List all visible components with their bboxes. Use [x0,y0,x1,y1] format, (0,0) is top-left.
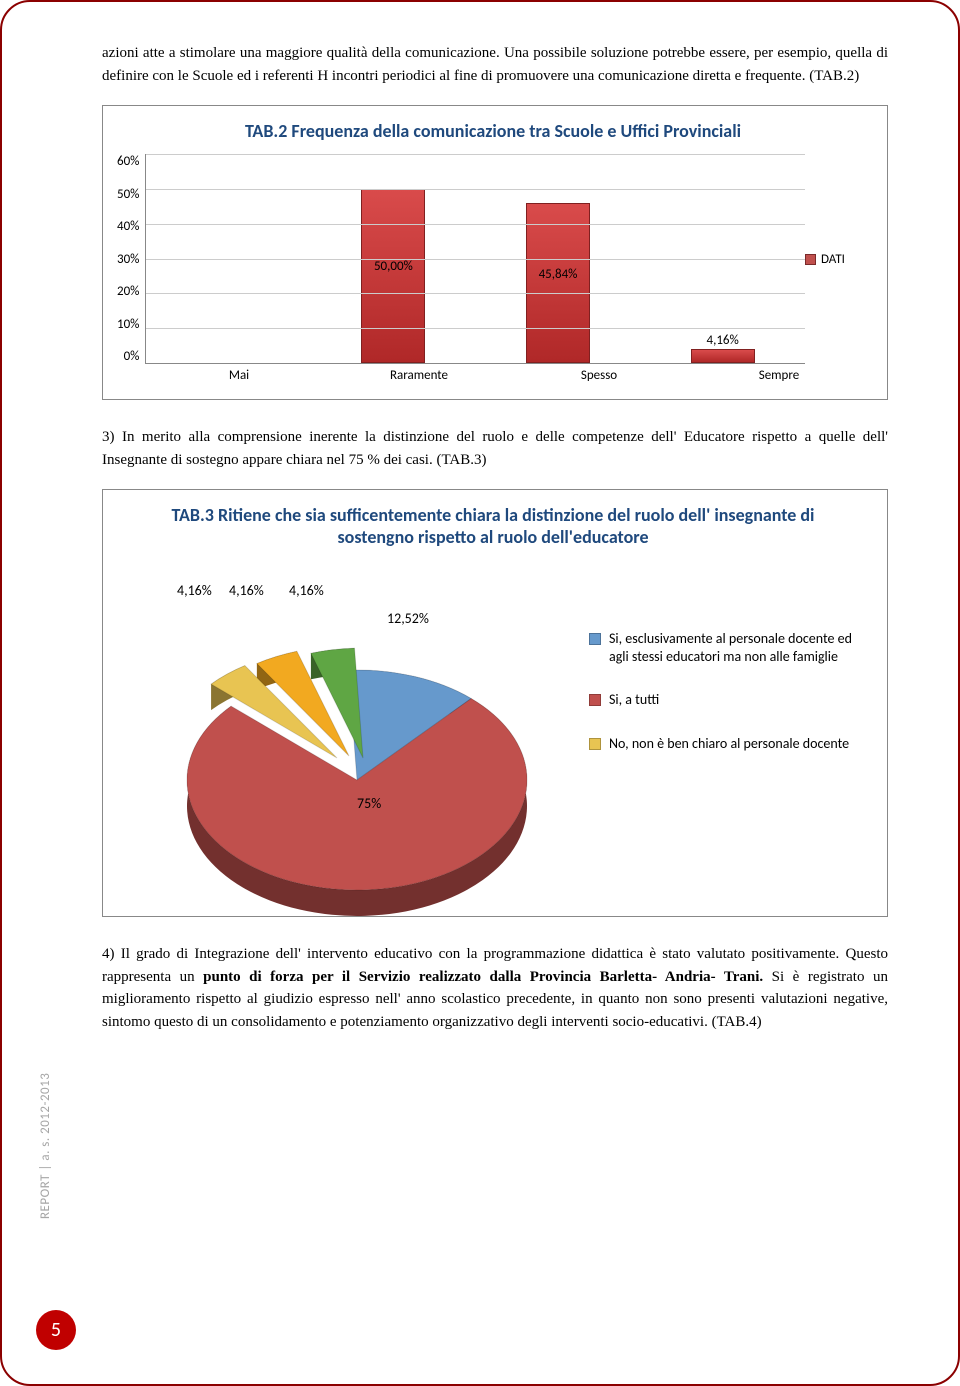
x-tick-label: Spesso [520,368,678,383]
bar-value-label: 45,84% [527,267,589,282]
x-tick-label: Raramente [340,368,498,383]
pie-legend-item: Si, esclusivamente al personale docente … [589,630,869,665]
bar-chart-y-axis: 60% 50% 40% 30% 20% 10% 0% [117,154,145,364]
bar-chart-plot: 50,00% 45,84% 4,16% [145,154,805,364]
bar: 45,84% [526,203,590,363]
bar: 50,00% [361,189,425,363]
sidebar-report-label: REPORT | a. s. 2012-2013 [38,1073,53,1219]
x-tick-label: Mai [160,368,318,383]
y-tick-label: 60% [117,154,139,169]
pie-chart-title: TAB.3 Ritiene che sia sufficentemente ch… [117,504,869,548]
bar-chart-title: TAB.2 Frequenza della comunicazione tra … [117,120,869,142]
pie-slice-label: 4,16% [177,582,212,599]
bar-chart-container: TAB.2 Frequenza della comunicazione tra … [102,105,888,400]
y-tick-label: 10% [117,317,139,332]
bar-chart-legend: DATI [805,154,869,364]
grid-line [146,189,805,190]
pie-slice-label: 12,52% [387,610,429,627]
grid-line [146,224,805,225]
grid-line [146,293,805,294]
intro-paragraph: azioni atte a stimolare una maggiore qua… [102,42,888,87]
x-tick-label: Sempre [700,368,858,383]
paragraph-4: 4) Il grado di Integrazione dell' interv… [102,943,888,1033]
pie-svg [157,600,597,940]
pie-chart-legend: Si, esclusivamente al personale docente … [589,560,869,900]
bar-chart-body: 60% 50% 40% 30% 20% 10% 0% 50,00% 45,84% 4,16% D… [117,154,869,364]
pie-legend-label: Si, esclusivamente al personale docente … [609,630,869,665]
paragraph-3: 3) In merito alla comprensione inerente … [102,426,888,471]
grid-line [146,328,805,329]
pie-chart-body: 12,52% 75% 4,16% 4,16% 4,16% Si, esclusivame… [117,560,869,900]
pie-chart-container: TAB.3 Ritiene che sia sufficentemente ch… [102,489,888,917]
page-frame: azioni atte a stimolare una maggiore qua… [0,0,960,1386]
legend-swatch-icon [805,254,816,265]
y-tick-label: 0% [117,349,139,364]
pie-slice-label: 75% [357,795,381,812]
bar-value-label: 50,00% [362,259,424,274]
legend-label: DATI [821,252,845,267]
pie-slice-label: 4,16% [229,582,264,599]
grid-line [146,154,805,155]
para4-bold: punto di forza per il Servizio realizzat… [203,969,763,985]
bar-chart-x-labels: Mai Raramente Spesso Sempre [149,368,869,383]
pie-legend-item: Si, a tutti [589,691,869,709]
y-tick-label: 40% [117,219,139,234]
y-tick-label: 20% [117,284,139,299]
page-number-badge: 5 [36,1310,76,1350]
pie-slice-label: 4,16% [289,582,324,599]
y-tick-label: 50% [117,187,139,202]
pie-chart-plot: 12,52% 75% 4,16% 4,16% 4,16% [117,560,589,900]
grid-line [146,259,805,260]
pie-legend-item: No, non è ben chiaro al personale docent… [589,735,869,753]
pie-legend-label: Si, a tutti [609,691,659,709]
pie-legend-label: No, non è ben chiaro al personale docent… [609,735,849,753]
bar: 4,16% [691,349,755,363]
y-tick-label: 30% [117,252,139,267]
bar-value-label: 4,16% [692,333,754,348]
